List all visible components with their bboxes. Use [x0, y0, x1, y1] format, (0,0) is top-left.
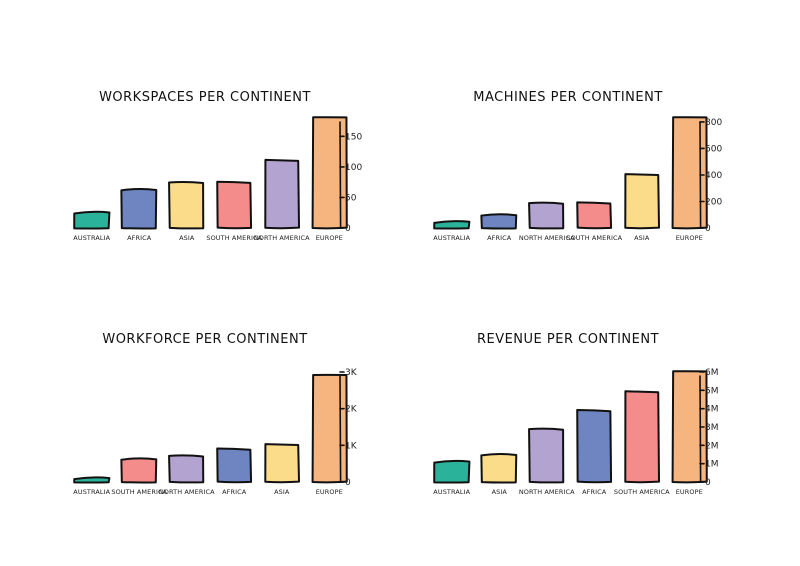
bar-australia — [433, 220, 471, 230]
category-label: SOUTH AMERICA — [614, 488, 670, 496]
category-label: AUSTRALIA — [433, 488, 470, 496]
y-tick-label: 1M — [705, 460, 719, 470]
y-tick-label: 5M — [705, 386, 719, 396]
y-axis — [699, 375, 702, 483]
category-label: NORTH AMERICA — [519, 488, 575, 496]
bar-north-america — [264, 158, 301, 230]
chart-machines: MACHINES PER CONTINENT AUSTRALIA AFRICA NOR… — [433, 90, 722, 242]
category-label: AUSTRALIA — [433, 234, 470, 242]
category-label: AFRICA — [127, 234, 152, 242]
bar-africa — [120, 187, 158, 230]
category-label: NORTH AMERICA — [519, 234, 575, 242]
y-tick-label: 6M — [705, 368, 719, 378]
category-label: NORTH AMERICA — [254, 234, 310, 242]
category-label: AUSTRALIA — [73, 234, 110, 242]
y-tick-label: 200 — [705, 197, 722, 207]
category-label: ASIA — [179, 234, 195, 242]
bar-europe — [311, 373, 348, 484]
bar-south-america — [120, 457, 158, 484]
y-tick-label: 2M — [705, 441, 719, 451]
y-axis — [339, 121, 342, 229]
bar-north-america — [528, 201, 565, 230]
chart-revenue: REVENUE PER CONTINENT AUSTRALIA ASIA NORTH … — [433, 332, 719, 496]
bar-north-america — [528, 427, 565, 484]
y-tick-label: 3M — [705, 423, 719, 433]
bar-south-america — [576, 201, 613, 230]
category-label: AFRICA — [222, 488, 247, 496]
category-label: EUROPE — [316, 234, 343, 242]
y-tick-label: 100 — [345, 163, 362, 173]
bar-australia — [433, 459, 471, 484]
y-tick-label: 800 — [705, 118, 722, 128]
category-label: ASIA — [634, 234, 650, 242]
y-tick-label: 150 — [345, 132, 362, 142]
chart-workspaces: WORKSPACES PER CONTINENT AUSTRALIA AFRICA A… — [73, 90, 362, 242]
y-tick-label: 4M — [705, 405, 719, 415]
bar-asia — [624, 173, 661, 230]
category-label: NORTH AMERICA — [159, 488, 215, 496]
category-label: AUSTRALIA — [73, 488, 110, 496]
bar-asia — [264, 443, 301, 484]
bar-australia — [73, 210, 111, 230]
category-label: SOUTH AMERICA — [566, 234, 622, 242]
bar-europe — [671, 116, 708, 230]
category-label: ASIA — [492, 488, 508, 496]
y-tick-label: 0 — [705, 224, 711, 234]
category-label: EUROPE — [316, 488, 343, 496]
category-label: EUROPE — [676, 488, 703, 496]
y-tick-label: 0 — [345, 224, 351, 234]
bar-europe — [311, 116, 348, 230]
category-label: AFRICA — [487, 234, 512, 242]
y-tick-label: 3K — [345, 368, 358, 378]
chart-title: WORKFORCE PER CONTINENT — [102, 332, 307, 347]
y-tick-label: 0 — [345, 478, 351, 488]
bar-africa — [216, 447, 253, 484]
category-label: SOUTH AMERICA — [206, 234, 262, 242]
y-tick-label: 2K — [345, 405, 358, 415]
category-label: ASIA — [274, 488, 290, 496]
bar-south-america — [624, 390, 661, 484]
bar-asia — [480, 452, 518, 484]
chart-title: WORKSPACES PER CONTINENT — [99, 90, 311, 105]
y-tick-label: 1K — [345, 441, 358, 451]
bar-africa — [576, 409, 613, 484]
y-tick-label: 400 — [705, 171, 722, 181]
bar-europe — [671, 370, 708, 484]
category-label: SOUTH AMERICA — [111, 488, 167, 496]
chart-title: MACHINES PER CONTINENT — [473, 90, 663, 105]
chart-workforce: WORKFORCE PER CONTINENT AUSTRALIA SOUTH AM… — [73, 332, 358, 496]
bar-africa — [480, 213, 518, 230]
y-axis — [339, 375, 342, 483]
y-tick-label: 0 — [705, 478, 711, 488]
chart-title: REVENUE PER CONTINENT — [477, 332, 659, 347]
y-tick-label: 600 — [705, 144, 722, 154]
category-label: EUROPE — [676, 234, 703, 242]
y-tick-label: 50 — [345, 193, 357, 203]
category-label: AFRICA — [582, 488, 607, 496]
bar-north-america — [168, 454, 205, 484]
bar-asia — [168, 180, 205, 230]
bar-australia — [73, 476, 111, 484]
bar-south-america — [216, 180, 253, 230]
